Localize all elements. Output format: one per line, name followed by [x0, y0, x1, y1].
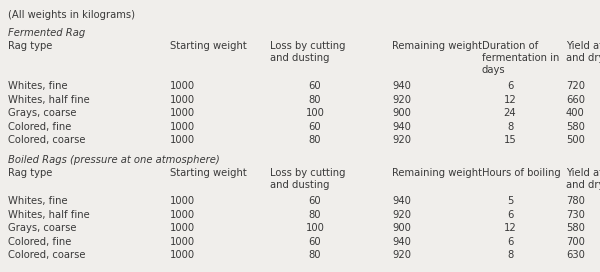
Text: 100: 100 [305, 223, 325, 233]
Text: and dusting: and dusting [270, 53, 329, 63]
Text: Whites, half fine: Whites, half fine [8, 209, 90, 220]
Text: 8: 8 [507, 250, 513, 260]
Text: 900: 900 [392, 108, 411, 118]
Text: 1000: 1000 [170, 135, 195, 145]
Text: Yield after bleaching: Yield after bleaching [566, 168, 600, 178]
Text: Whites, fine: Whites, fine [8, 81, 68, 91]
Text: 580: 580 [566, 223, 585, 233]
Text: 80: 80 [309, 135, 321, 145]
Text: (All weights in kilograms): (All weights in kilograms) [8, 10, 135, 20]
Text: 1000: 1000 [170, 250, 195, 260]
Text: Whites, fine: Whites, fine [8, 196, 68, 206]
Text: 700: 700 [566, 237, 585, 246]
Text: 780: 780 [566, 196, 585, 206]
Text: 60: 60 [308, 81, 322, 91]
Text: 60: 60 [308, 237, 322, 246]
Text: 12: 12 [503, 223, 517, 233]
Text: Duration of: Duration of [482, 41, 538, 51]
Text: 1000: 1000 [170, 209, 195, 220]
Text: 920: 920 [392, 135, 411, 145]
Text: Yield after washing: Yield after washing [566, 41, 600, 51]
Text: Whites, half fine: Whites, half fine [8, 95, 90, 104]
Text: Remaining weight: Remaining weight [392, 41, 482, 51]
Text: 80: 80 [309, 209, 321, 220]
Text: Remaining weight: Remaining weight [392, 168, 482, 178]
Text: and drying: and drying [566, 180, 600, 190]
Text: 580: 580 [566, 122, 585, 132]
Text: 920: 920 [392, 95, 411, 104]
Text: 1000: 1000 [170, 95, 195, 104]
Text: Starting weight: Starting weight [170, 41, 247, 51]
Text: Rag type: Rag type [8, 168, 52, 178]
Text: 6: 6 [507, 81, 513, 91]
Text: 60: 60 [308, 122, 322, 132]
Text: Rag type: Rag type [8, 41, 52, 51]
Text: 940: 940 [392, 237, 411, 246]
Text: and drying: and drying [566, 53, 600, 63]
Text: Colored, fine: Colored, fine [8, 237, 71, 246]
Text: 920: 920 [392, 250, 411, 260]
Text: Grays, coarse: Grays, coarse [8, 223, 77, 233]
Text: 900: 900 [392, 223, 411, 233]
Text: Boiled Rags (pressure at one atmosphere): Boiled Rags (pressure at one atmosphere) [8, 154, 220, 165]
Text: Loss by cutting: Loss by cutting [270, 41, 346, 51]
Text: fermentation in: fermentation in [482, 53, 559, 63]
Text: 8: 8 [507, 122, 513, 132]
Text: 730: 730 [566, 209, 585, 220]
Text: Colored, fine: Colored, fine [8, 122, 71, 132]
Text: Loss by cutting: Loss by cutting [270, 168, 346, 178]
Text: 1000: 1000 [170, 122, 195, 132]
Text: 24: 24 [503, 108, 517, 118]
Text: 630: 630 [566, 250, 585, 260]
Text: 80: 80 [309, 95, 321, 104]
Text: 1000: 1000 [170, 223, 195, 233]
Text: and dusting: and dusting [270, 180, 329, 190]
Text: 6: 6 [507, 209, 513, 220]
Text: 400: 400 [566, 108, 585, 118]
Text: 1000: 1000 [170, 108, 195, 118]
Text: 6: 6 [507, 237, 513, 246]
Text: 15: 15 [503, 135, 517, 145]
Text: 5: 5 [507, 196, 513, 206]
Text: 1000: 1000 [170, 237, 195, 246]
Text: 940: 940 [392, 196, 411, 206]
Text: Colored, coarse: Colored, coarse [8, 250, 86, 260]
Text: days: days [482, 65, 506, 75]
Text: Hours of boiling: Hours of boiling [482, 168, 561, 178]
Text: Fermented Rag: Fermented Rag [8, 27, 85, 38]
Text: 720: 720 [566, 81, 585, 91]
Text: 12: 12 [503, 95, 517, 104]
Text: 1000: 1000 [170, 81, 195, 91]
Text: 60: 60 [308, 196, 322, 206]
Text: 1000: 1000 [170, 196, 195, 206]
Text: 500: 500 [566, 135, 585, 145]
Text: Starting weight: Starting weight [170, 168, 247, 178]
Text: 660: 660 [566, 95, 585, 104]
Text: 940: 940 [392, 81, 411, 91]
Text: Grays, coarse: Grays, coarse [8, 108, 77, 118]
Text: 920: 920 [392, 209, 411, 220]
Text: 80: 80 [309, 250, 321, 260]
Text: 100: 100 [305, 108, 325, 118]
Text: Colored, coarse: Colored, coarse [8, 135, 86, 145]
Text: 940: 940 [392, 122, 411, 132]
